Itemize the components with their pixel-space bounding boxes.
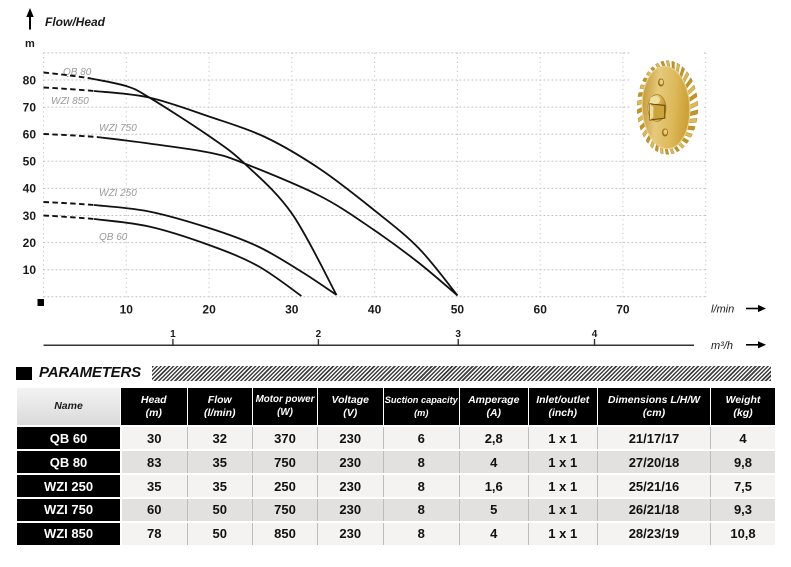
svg-text:Flow/Head: Flow/Head bbox=[45, 15, 106, 29]
svg-text:WZI 250: WZI 250 bbox=[99, 188, 137, 199]
svg-text:40: 40 bbox=[368, 303, 382, 317]
svg-text:30: 30 bbox=[285, 303, 299, 317]
svg-text:10: 10 bbox=[120, 303, 134, 317]
svg-text:70: 70 bbox=[616, 303, 630, 317]
svg-text:4: 4 bbox=[592, 329, 598, 340]
svg-text:3: 3 bbox=[455, 329, 461, 340]
svg-text:1: 1 bbox=[170, 329, 176, 340]
svg-text:20: 20 bbox=[23, 236, 37, 250]
svg-text:2: 2 bbox=[316, 329, 322, 340]
svg-text:m³/h: m³/h bbox=[711, 340, 733, 352]
svg-text:60: 60 bbox=[534, 303, 548, 317]
svg-text:40: 40 bbox=[23, 182, 37, 196]
svg-text:l/min: l/min bbox=[711, 304, 734, 316]
svg-text:30: 30 bbox=[23, 209, 37, 223]
svg-text:70: 70 bbox=[23, 100, 37, 114]
svg-text:20: 20 bbox=[202, 303, 216, 317]
svg-text:10: 10 bbox=[23, 263, 37, 277]
svg-text:50: 50 bbox=[23, 155, 37, 169]
svg-text:WZI 850: WZI 850 bbox=[51, 96, 89, 107]
svg-text:QB 80: QB 80 bbox=[63, 67, 92, 78]
svg-text:m: m bbox=[25, 38, 35, 50]
svg-text:80: 80 bbox=[23, 73, 37, 87]
svg-text:QB 60: QB 60 bbox=[99, 232, 128, 243]
svg-text:60: 60 bbox=[23, 128, 37, 142]
svg-text:50: 50 bbox=[451, 303, 465, 317]
svg-text:WZI 750: WZI 750 bbox=[99, 123, 137, 134]
